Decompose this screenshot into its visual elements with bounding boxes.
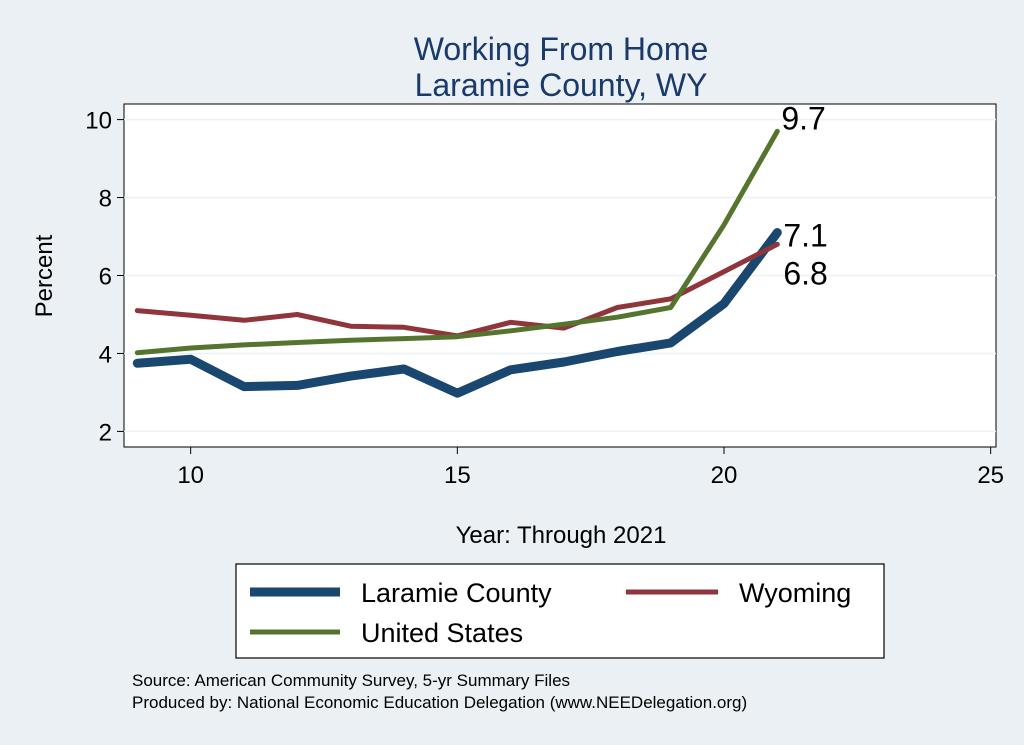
series-line-united-states <box>134 128 780 356</box>
x-tick-label: 10 <box>177 462 204 489</box>
y-axis-label: Percent <box>31 234 58 317</box>
y-tick-label: 10 <box>85 108 112 135</box>
legend-box <box>235 563 885 659</box>
chart-title-line-1: Working From Home <box>414 31 709 67</box>
x-tick-label: 15 <box>444 462 471 489</box>
producer-note: Produced by: National Economic Education… <box>132 693 747 712</box>
axes: 2 4 6 8 10 10 15 20 25 <box>85 108 1004 489</box>
end-label: 7.1 <box>783 218 827 254</box>
x-axis-label: Year: Through 2021 <box>456 522 667 549</box>
chart-title-line-2: Laramie County, WY <box>415 67 708 103</box>
end-label: 6.8 <box>783 255 827 291</box>
y-tick-label: 2 <box>99 419 112 446</box>
y-tick-label: 8 <box>99 186 112 213</box>
end-labels: 9.7 7.16.8 <box>781 100 827 291</box>
series-line-laramie-county <box>132 228 782 398</box>
legend-label-laramie-county: Laramie County <box>361 578 552 608</box>
x-tick-label: 25 <box>977 462 1004 489</box>
y-tick-label: 6 <box>99 264 112 291</box>
legend-label-united-states: United States <box>361 618 523 648</box>
source-note: Source: American Community Survey, 5-yr … <box>132 671 570 690</box>
end-label: 9.7 <box>781 100 825 136</box>
legend: Laramie County Wyoming United States <box>235 563 885 659</box>
gridlines <box>124 118 996 433</box>
y-tick-label: 4 <box>99 341 112 368</box>
legend-label-wyoming: Wyoming <box>739 578 851 608</box>
series-lines <box>132 128 782 398</box>
x-tick-label: 20 <box>711 462 738 489</box>
